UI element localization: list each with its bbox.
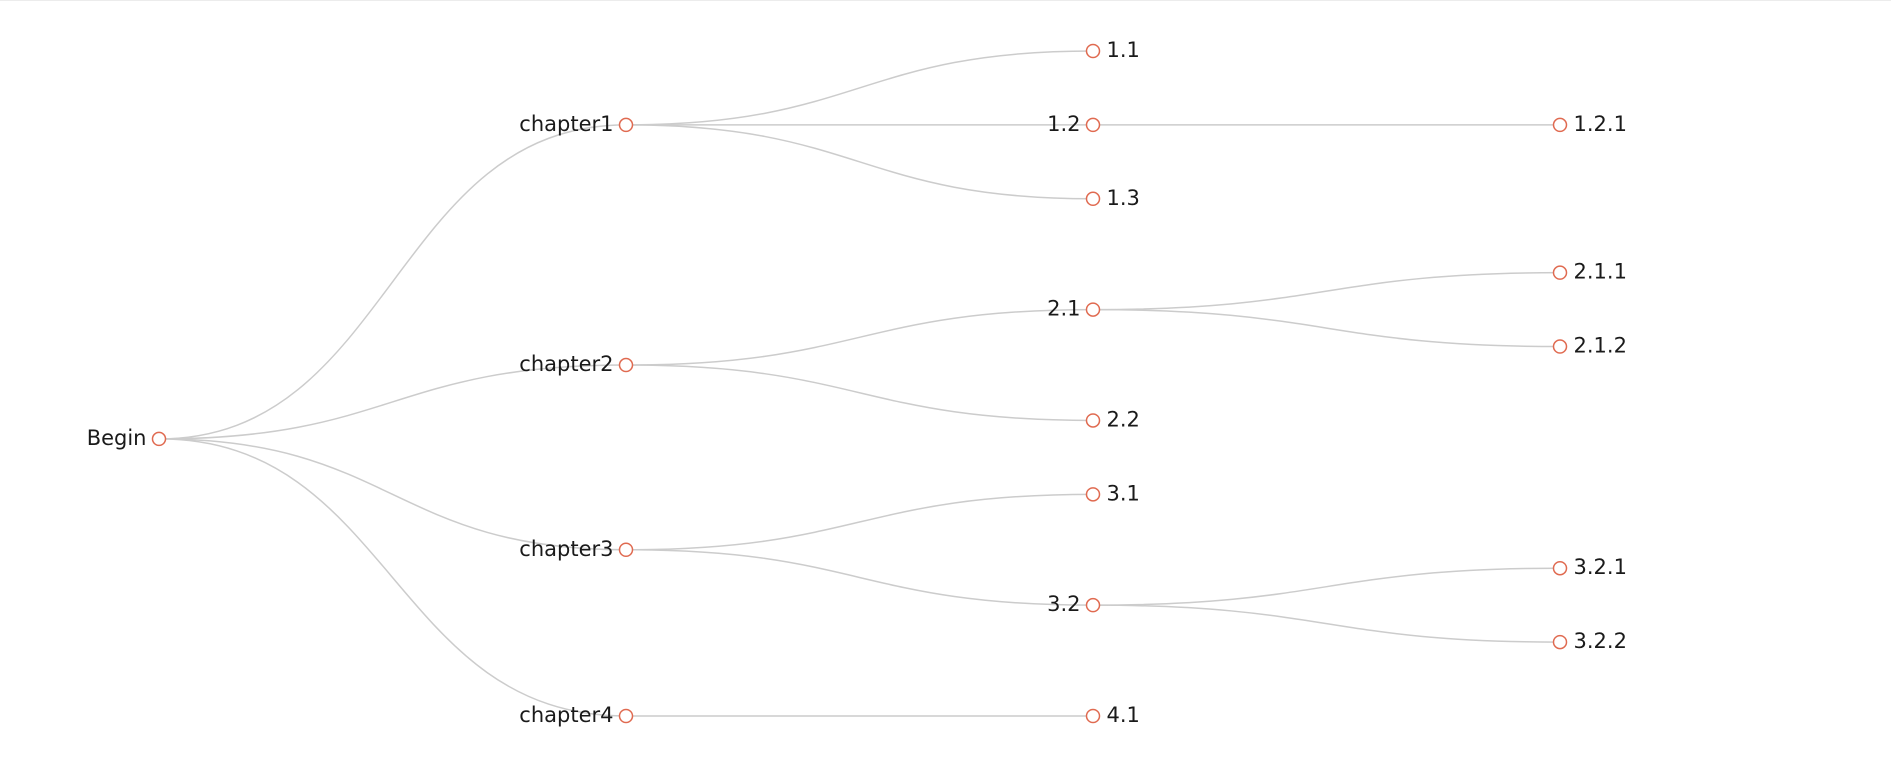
node-4-1[interactable]: 4.1 [1085, 703, 1140, 727]
node-label: chapter1 [519, 112, 613, 136]
link-chapter3-to-3-2 [625, 549, 1094, 606]
node-dot[interactable] [618, 357, 634, 373]
node-label: 1.2 [1047, 112, 1080, 136]
node-chapter4[interactable]: chapter4 [519, 703, 634, 727]
link-begin-to-chapter3 [158, 438, 627, 551]
node-dot[interactable] [1552, 339, 1568, 354]
node-2-1-1[interactable]: 2.1.1 [1552, 260, 1627, 284]
link-begin-to-chapter4 [158, 438, 627, 717]
node-dot[interactable] [1552, 117, 1568, 133]
node-dot[interactable] [1085, 413, 1101, 428]
node-label: 3.2 [1047, 592, 1080, 616]
node-label: 3.2.1 [1574, 555, 1627, 579]
node-3-2[interactable]: 3.2 [1047, 592, 1101, 616]
node-label: chapter4 [519, 703, 613, 727]
node-label: 2.1 [1047, 297, 1080, 321]
node-chapter1[interactable]: chapter1 [519, 112, 634, 136]
node-dot[interactable] [618, 542, 634, 557]
node-dot[interactable] [1085, 43, 1101, 59]
link-chapter3-to-3-1 [625, 493, 1094, 551]
node-begin[interactable]: Begin [87, 426, 167, 450]
node-2-1[interactable]: 2.1 [1047, 297, 1101, 321]
node-label: 1.3 [1107, 186, 1140, 210]
node-2-2[interactable]: 2.2 [1085, 407, 1140, 431]
node-label: 2.2 [1107, 407, 1140, 431]
node-dot[interactable] [1552, 634, 1568, 650]
link-2-1-to-2-1-1 [1092, 271, 1561, 311]
link-3-2-to-3-2-2 [1092, 604, 1561, 643]
node-chapter2[interactable]: chapter2 [519, 352, 634, 376]
node-dot[interactable] [1552, 560, 1568, 576]
node-dot[interactable] [1085, 191, 1101, 207]
link-chapter2-to-2-1 [625, 308, 1094, 366]
node-label: 3.1 [1107, 481, 1140, 505]
node-3-2-1[interactable]: 3.2.1 [1552, 555, 1627, 579]
node-dot[interactable] [1085, 597, 1101, 613]
node-label: chapter3 [519, 537, 613, 561]
node-label: 2.1.2 [1574, 334, 1627, 358]
top-border [0, 0, 1891, 1]
node-dot[interactable] [151, 431, 167, 447]
node-label: 3.2.2 [1574, 629, 1627, 653]
node-label: 4.1 [1107, 703, 1140, 727]
link-begin-to-chapter2 [158, 364, 627, 440]
link-begin-to-chapter1 [158, 124, 627, 440]
node-1-1[interactable]: 1.1 [1085, 38, 1140, 62]
link-3-2-to-3-2-1 [1092, 567, 1561, 606]
node-dot[interactable] [1085, 117, 1101, 133]
node-label: 1.1 [1107, 38, 1140, 62]
node-label: 2.1.1 [1574, 260, 1627, 284]
links-layer [158, 50, 1561, 717]
link-chapter1-to-1-1 [625, 50, 1094, 126]
node-3-2-2[interactable]: 3.2.2 [1552, 629, 1627, 653]
node-label: chapter2 [519, 352, 613, 376]
node-1-2-1[interactable]: 1.2.1 [1552, 112, 1627, 136]
node-label: Begin [87, 426, 147, 450]
node-dot[interactable] [1085, 302, 1101, 317]
link-2-1-to-2-1-2 [1092, 308, 1561, 348]
node-dot[interactable] [618, 117, 634, 133]
node-dot[interactable] [1085, 708, 1101, 724]
node-1-2[interactable]: 1.2 [1047, 112, 1101, 136]
node-dot[interactable] [1085, 487, 1101, 502]
node-chapter3[interactable]: chapter3 [519, 537, 634, 561]
node-label: 1.2.1 [1574, 112, 1627, 136]
node-dot[interactable] [1552, 265, 1568, 280]
node-3-1[interactable]: 3.1 [1085, 481, 1140, 505]
nodes-layer: Begin chapter1 1.1 1.2 1.2.1 1.3 chapter2 2.1 2.… [87, 38, 1627, 727]
node-2-1-2[interactable]: 2.1.2 [1552, 334, 1627, 358]
link-chapter1-to-1-3 [625, 124, 1094, 200]
node-1-3[interactable]: 1.3 [1085, 186, 1140, 210]
node-dot[interactable] [618, 708, 634, 724]
link-chapter2-to-2-2 [625, 364, 1094, 422]
